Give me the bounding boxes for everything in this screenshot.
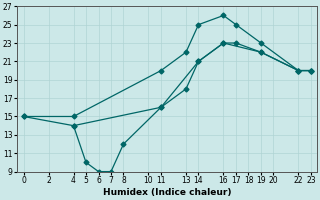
X-axis label: Humidex (Indice chaleur): Humidex (Indice chaleur) <box>103 188 231 197</box>
